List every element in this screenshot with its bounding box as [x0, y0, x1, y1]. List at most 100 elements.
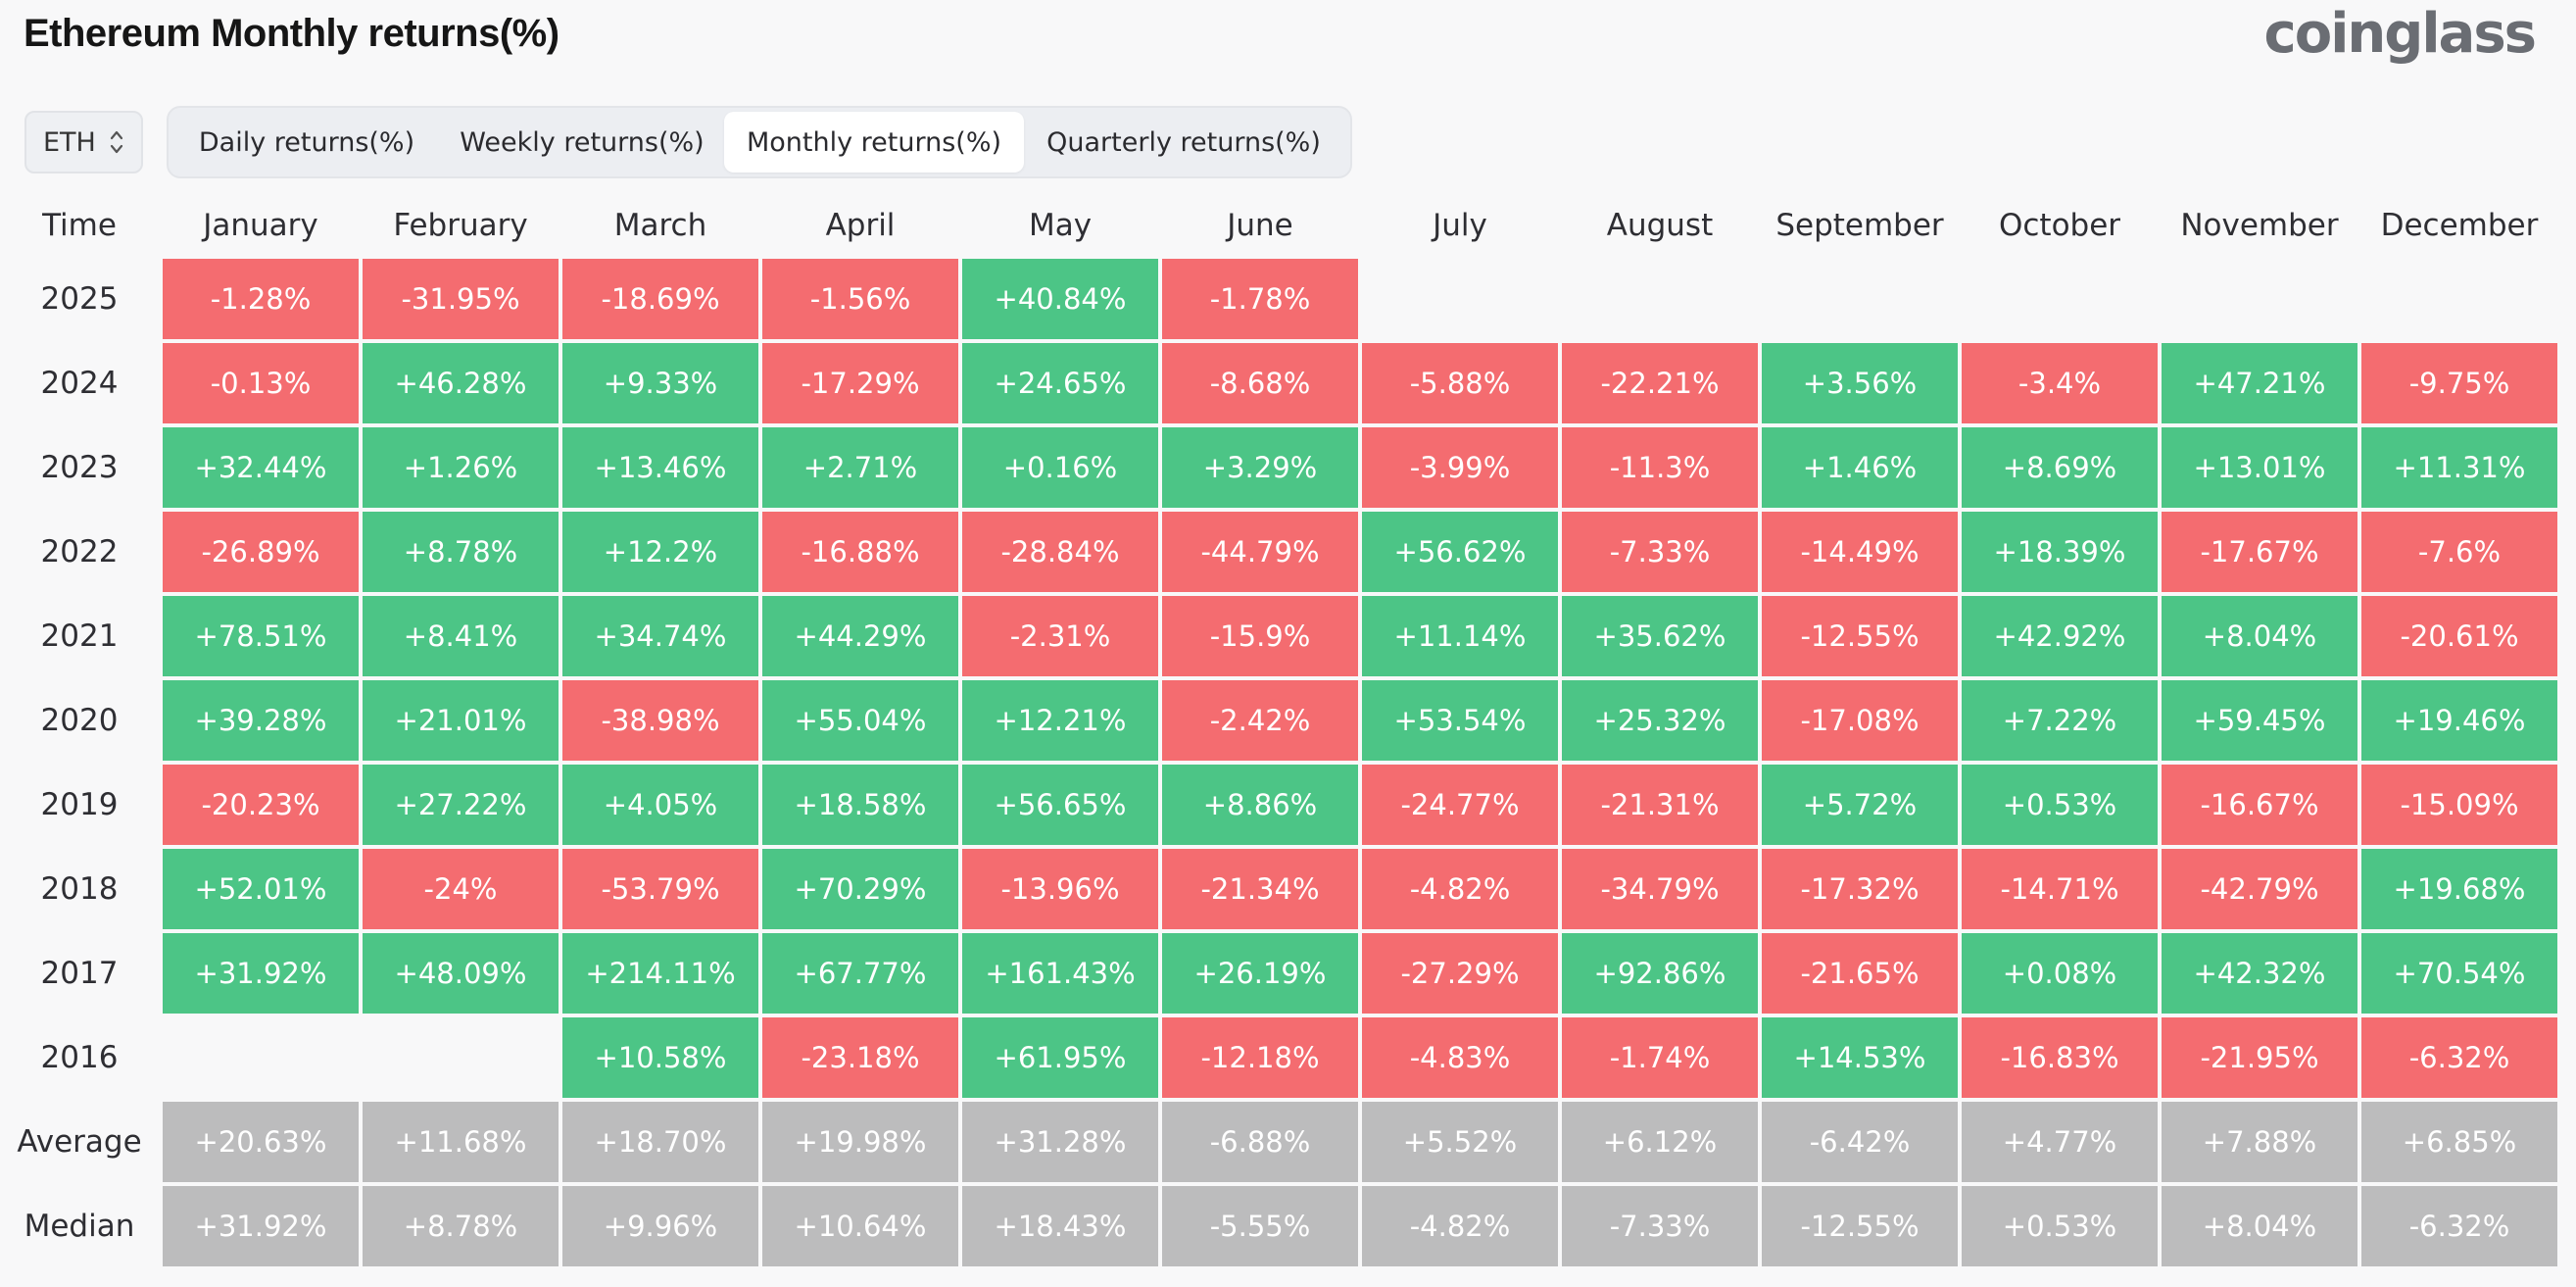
return-cell: +70.54%: [2361, 933, 2557, 1014]
return-cell: +56.62%: [1362, 512, 1558, 592]
return-cell: -24.77%: [1362, 765, 1558, 845]
return-cell: +44.29%: [762, 596, 958, 676]
column-header-august: August: [1606, 208, 1714, 243]
stat-cell: +18.70%: [562, 1102, 758, 1182]
return-cell: +161.43%: [962, 933, 1158, 1014]
year-label: 2019: [40, 787, 119, 822]
year-label: 2024: [40, 366, 119, 401]
stat-row-label: Average: [17, 1124, 142, 1160]
return-cell: -11.3%: [1562, 427, 1758, 508]
return-cell: -1.78%: [1162, 259, 1358, 339]
column-header-september: September: [1775, 208, 1944, 243]
year-label: 2018: [40, 871, 119, 907]
year-label: 2023: [40, 450, 119, 485]
column-header-december: December: [2380, 208, 2539, 243]
return-cell: [1962, 259, 2158, 339]
return-cell: +12.21%: [962, 680, 1158, 761]
return-cell: -20.23%: [163, 765, 359, 845]
stat-cell: -12.55%: [1762, 1186, 1958, 1266]
return-cell: [2361, 259, 2557, 339]
return-cell: +34.74%: [562, 596, 758, 676]
stat-cell: +31.92%: [163, 1186, 359, 1266]
return-cell: [1762, 259, 1958, 339]
return-cell: -21.95%: [2162, 1017, 2357, 1098]
return-cell: -23.18%: [762, 1017, 958, 1098]
return-cell: +25.32%: [1562, 680, 1758, 761]
return-cell: -15.9%: [1162, 596, 1358, 676]
return-cell: -6.32%: [2361, 1017, 2557, 1098]
return-cell: -0.13%: [163, 343, 359, 423]
symbol-select[interactable]: ETH: [24, 111, 143, 173]
return-cell: -26.89%: [163, 512, 359, 592]
return-cell: -12.18%: [1162, 1017, 1358, 1098]
stat-cell: -6.32%: [2361, 1186, 2557, 1266]
return-cell: -3.99%: [1362, 427, 1558, 508]
table-row-average: Average +20.63% +11.68% +18.70% +19.98% +31.2…: [0, 1102, 2557, 1182]
column-header-april: April: [825, 208, 896, 243]
tab-daily-returns[interactable]: Daily returns(%): [198, 126, 415, 158]
return-cell: -4.82%: [1362, 849, 1558, 929]
return-cell: -31.95%: [363, 259, 559, 339]
return-cell: -16.83%: [1962, 1017, 2158, 1098]
returns-heatmap: Time January February March April May June Jul…: [0, 192, 2561, 1270]
return-cell: -17.08%: [1762, 680, 1958, 761]
stat-cell: +5.52%: [1362, 1102, 1558, 1182]
coinglass-logo[interactable]: coinglass: [2263, 2, 2537, 66]
returns-period-tabs: Daily returns(%) Weekly returns(%) Month…: [167, 106, 1352, 178]
return-cell: -22.21%: [1562, 343, 1758, 423]
return-cell: -38.98%: [562, 680, 758, 761]
year-label: 2016: [40, 1040, 119, 1075]
return-cell: -44.79%: [1162, 512, 1358, 592]
tab-weekly-returns[interactable]: Weekly returns(%): [460, 126, 705, 158]
table-row-2023: 2023 +32.44% +1.26% +13.46% +2.71% +0.16% +3.2…: [0, 427, 2557, 508]
return-cell: -2.31%: [962, 596, 1158, 676]
stat-cell: +10.64%: [762, 1186, 958, 1266]
return-cell: +0.08%: [1962, 933, 2158, 1014]
return-cell: [363, 1017, 559, 1098]
return-cell: +70.29%: [762, 849, 958, 929]
column-header-time: Time: [42, 208, 117, 243]
return-cell: +42.92%: [1962, 596, 2158, 676]
return-cell: +11.31%: [2361, 427, 2557, 508]
return-cell: -14.71%: [1962, 849, 2158, 929]
return-cell: +7.22%: [1962, 680, 2158, 761]
return-cell: -2.42%: [1162, 680, 1358, 761]
return-cell: -9.75%: [2361, 343, 2557, 423]
return-cell: -5.88%: [1362, 343, 1558, 423]
return-cell: +8.78%: [363, 512, 559, 592]
return-cell: -34.79%: [1562, 849, 1758, 929]
return-cell: +1.26%: [363, 427, 559, 508]
return-cell: +0.16%: [962, 427, 1158, 508]
column-header-february: February: [393, 208, 528, 243]
return-cell: -12.55%: [1762, 596, 1958, 676]
stat-cell: -5.55%: [1162, 1186, 1358, 1266]
year-label: 2021: [40, 619, 119, 654]
return-cell: +52.01%: [163, 849, 359, 929]
return-cell: +59.45%: [2162, 680, 2357, 761]
tab-quarterly-returns[interactable]: Quarterly returns(%): [1046, 126, 1321, 158]
return-cell: -17.67%: [2162, 512, 2357, 592]
table-row-2019: 2019 -20.23% +27.22% +4.05% +18.58% +56.65% +8…: [0, 765, 2557, 845]
return-cell: -1.28%: [163, 259, 359, 339]
return-cell: +31.92%: [163, 933, 359, 1014]
return-cell: +39.28%: [163, 680, 359, 761]
return-cell: -42.79%: [2162, 849, 2357, 929]
column-header-march: March: [613, 208, 707, 243]
column-header-november: November: [2180, 208, 2339, 243]
page-title: Ethereum Monthly returns(%): [24, 12, 559, 55]
return-cell: +8.86%: [1162, 765, 1358, 845]
return-cell: -21.34%: [1162, 849, 1358, 929]
table-row-2018: 2018 +52.01% -24% -53.79% +70.29% -13.96% -21.…: [0, 849, 2557, 929]
return-cell: -20.61%: [2361, 596, 2557, 676]
tab-monthly-returns[interactable]: Monthly returns(%): [724, 112, 1024, 173]
return-cell: -53.79%: [562, 849, 758, 929]
return-cell: +8.69%: [1962, 427, 2158, 508]
return-cell: +46.28%: [363, 343, 559, 423]
return-cell: +78.51%: [163, 596, 359, 676]
year-label: 2022: [40, 534, 119, 569]
year-label: 2017: [40, 956, 119, 991]
return-cell: +24.65%: [962, 343, 1158, 423]
stat-cell: +31.28%: [962, 1102, 1158, 1182]
column-header-october: October: [1998, 208, 2121, 243]
table-row-2025: 2025 -1.28% -31.95% -18.69% -1.56% +40.84% -1.…: [0, 259, 2557, 339]
